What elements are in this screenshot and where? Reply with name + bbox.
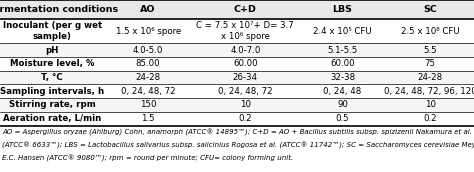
Bar (0, 112, 104, 126)
Bar (104, 57, 192, 71)
Bar (192, 71, 299, 84)
Text: C = 7.5 x 10⁷+ D= 3.7
x 10⁶ spore: C = 7.5 x 10⁷+ D= 3.7 x 10⁶ spore (196, 21, 294, 41)
Bar (299, 98, 386, 112)
Bar (386, 112, 474, 126)
Bar (104, 98, 192, 112)
Bar (104, 84, 192, 98)
Bar (386, 43, 474, 57)
Text: 0.2: 0.2 (423, 114, 437, 123)
Bar (0, 71, 104, 84)
Text: 0.2: 0.2 (238, 114, 252, 123)
Bar (299, 57, 386, 71)
Bar (386, 84, 474, 98)
Text: 2.4 x 10⁵ CFU: 2.4 x 10⁵ CFU (313, 26, 372, 36)
Bar (299, 84, 386, 98)
Text: 0, 24, 48: 0, 24, 48 (323, 87, 362, 96)
Bar (0, 57, 104, 71)
Bar (299, 19, 386, 43)
Bar (104, 19, 192, 43)
Bar (386, 98, 474, 112)
Text: 60.00: 60.00 (330, 59, 355, 68)
Bar (299, 112, 386, 126)
Bar (104, 43, 192, 57)
Bar (0, 84, 104, 98)
Bar (0, 98, 104, 112)
Text: 0, 24, 48, 72: 0, 24, 48, 72 (218, 87, 273, 96)
Text: 2.5 x 10⁸ CFU: 2.5 x 10⁸ CFU (401, 26, 459, 36)
Text: (ATCC® 6633™); LBS = Lactobacillus salivarius subsp. salicinius Rogosa et al. (A: (ATCC® 6633™); LBS = Lactobacillus saliv… (2, 142, 474, 149)
Bar (104, 71, 192, 84)
Text: 150: 150 (140, 100, 156, 110)
Text: 24-28: 24-28 (136, 73, 161, 82)
Text: 0, 24, 48, 72: 0, 24, 48, 72 (121, 87, 175, 96)
Text: 1.5: 1.5 (141, 114, 155, 123)
Text: 24-28: 24-28 (418, 73, 443, 82)
Text: AO = Aspergillus oryzae (Ahlburg) Cohn, anamorph (ATCC® 14895™); C+D = AO + Baci: AO = Aspergillus oryzae (Ahlburg) Cohn, … (2, 129, 473, 136)
Text: 85.00: 85.00 (136, 59, 160, 68)
Text: C+D: C+D (234, 5, 257, 14)
Bar (0, 43, 104, 57)
Text: 60.00: 60.00 (233, 59, 257, 68)
Text: AO: AO (140, 5, 156, 14)
Bar (192, 19, 299, 43)
Bar (192, 84, 299, 98)
Bar (299, 71, 386, 84)
Text: 1.5 x 10⁶ spore: 1.5 x 10⁶ spore (116, 26, 181, 36)
Text: SC: SC (423, 5, 437, 14)
Text: 75: 75 (425, 59, 436, 68)
Text: Fermentation conditions: Fermentation conditions (0, 5, 118, 14)
Text: E.C. Hansen (ATCC® 9080™); rpm = round per minute; CFU= colony forming unit.: E.C. Hansen (ATCC® 9080™); rpm = round p… (2, 155, 293, 162)
Bar (299, 43, 386, 57)
Bar (299, 0, 386, 19)
Text: T, °C: T, °C (41, 73, 63, 82)
Bar (386, 57, 474, 71)
Bar (192, 43, 299, 57)
Text: 32-38: 32-38 (330, 73, 355, 82)
Bar (386, 71, 474, 84)
Text: Inoculant (per g wet
sample): Inoculant (per g wet sample) (2, 21, 102, 41)
Text: 0.5: 0.5 (336, 114, 349, 123)
Text: 5.5: 5.5 (423, 46, 437, 55)
Text: 10: 10 (240, 100, 251, 110)
Bar (192, 57, 299, 71)
Text: Aeration rate, L/min: Aeration rate, L/min (3, 114, 101, 123)
Text: Moisture level, %: Moisture level, % (10, 59, 94, 68)
Bar (386, 19, 474, 43)
Text: LBS: LBS (333, 5, 352, 14)
Bar (192, 112, 299, 126)
Text: Stirring rate, rpm: Stirring rate, rpm (9, 100, 96, 110)
Text: pH: pH (46, 46, 59, 55)
Text: 10: 10 (425, 100, 436, 110)
Text: Sampling intervals, h: Sampling intervals, h (0, 87, 104, 96)
Bar (192, 0, 299, 19)
Text: 5.1-5.5: 5.1-5.5 (327, 46, 358, 55)
Text: 90: 90 (337, 100, 348, 110)
Text: 0, 24, 48, 72, 96, 120: 0, 24, 48, 72, 96, 120 (384, 87, 474, 96)
Text: 26-34: 26-34 (233, 73, 258, 82)
Text: 4.0-7.0: 4.0-7.0 (230, 46, 261, 55)
Bar (104, 0, 192, 19)
Bar (0, 0, 104, 19)
Bar (386, 0, 474, 19)
Bar (104, 112, 192, 126)
Bar (0, 19, 104, 43)
Text: 4.0-5.0: 4.0-5.0 (133, 46, 164, 55)
Bar (192, 98, 299, 112)
